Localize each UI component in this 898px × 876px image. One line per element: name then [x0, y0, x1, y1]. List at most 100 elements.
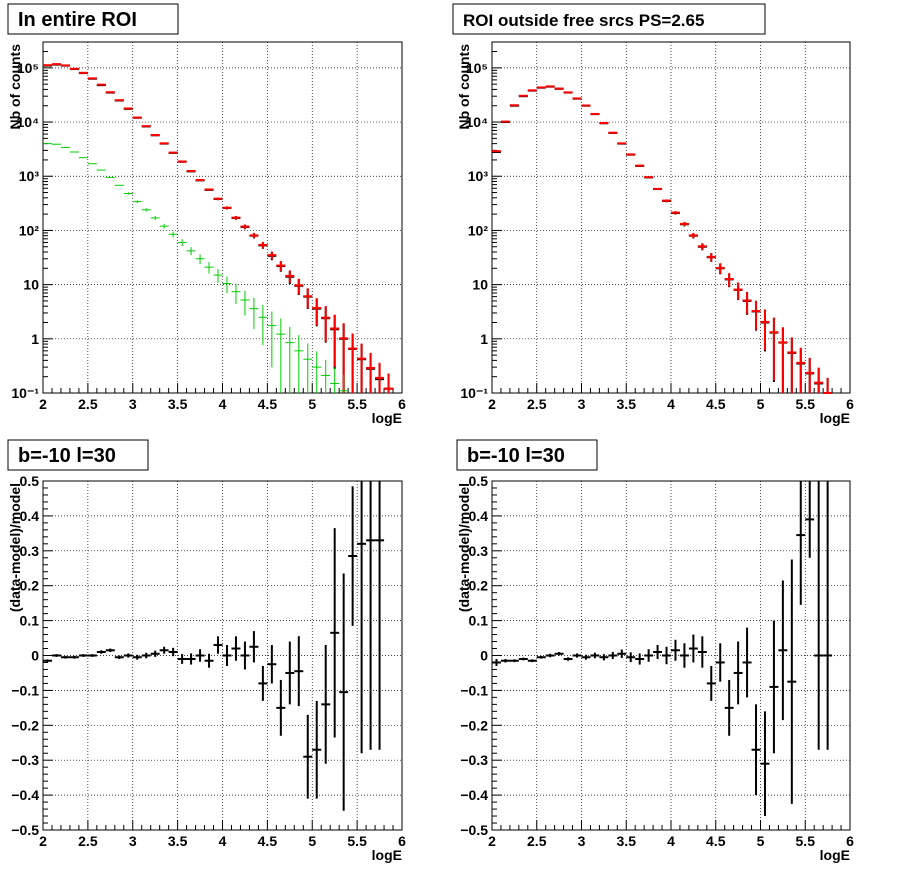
x-tick-label: 4: [219, 833, 227, 849]
plot-frame: [491, 41, 851, 394]
chart-title: ROI outside free srcs PS=2.65: [463, 11, 704, 30]
x-tick-label: 6: [398, 396, 406, 412]
x-tick-label: 3.5: [617, 396, 637, 412]
x-tick-label: 2: [488, 396, 496, 412]
chart-title: b=-10 l=30: [18, 445, 116, 467]
y-tick-label: 10⁵: [466, 60, 488, 76]
x-tick-label: 6: [398, 833, 406, 849]
series-data: [492, 85, 833, 394]
x-tick-label: 2.5: [78, 833, 98, 849]
y-tick-label: 0.2: [20, 578, 40, 594]
y-tick-label: 0.1: [20, 613, 40, 629]
y-tick-label: 0.3: [469, 543, 489, 559]
x-axis-title: logE: [372, 847, 402, 863]
x-tick-label: 6: [846, 396, 854, 412]
series-component: [43, 143, 349, 393]
y-tick-label: 1: [480, 331, 488, 347]
x-tick-label: 5: [757, 396, 765, 412]
y-tick-label: 10²: [19, 222, 40, 238]
x-tick-label: 4: [219, 396, 227, 412]
panel-residual-right: b=-10 l=30 2 2.5 3 3.5 4 4.5 5 5.5 6 −0.5 −0.4 −0.3 −…: [456, 439, 854, 863]
x-tick-label: 4: [667, 833, 675, 849]
title-box: [452, 3, 766, 35]
x-tick-label: 5: [757, 833, 765, 849]
x-tick-label: 4.5: [706, 833, 726, 849]
y-tick-label: 10²: [468, 222, 489, 238]
y-tick-label: −0.1: [11, 682, 39, 698]
chart-title: b=-10 l=30: [467, 445, 565, 467]
y-tick-label: 10³: [19, 168, 40, 184]
y-axis-title: Nb of counts: [456, 44, 472, 130]
x-tick-label: 5: [308, 396, 316, 412]
y-tick-label: −0.3: [11, 752, 39, 768]
y-tick-label: −0.2: [460, 717, 488, 733]
y-tick-label: 0.5: [20, 473, 40, 489]
y-tick-label: −0.4: [460, 787, 488, 803]
x-tick-label: 4.5: [706, 396, 726, 412]
x-tick-label: 5.5: [347, 833, 367, 849]
x-tick-label: 3: [129, 396, 137, 412]
x-tick-label: 4.5: [258, 833, 278, 849]
y-tick-label: −0.4: [11, 787, 39, 803]
series-model: [492, 85, 833, 394]
title-box: [7, 3, 179, 35]
y-tick-label: −0.3: [460, 752, 488, 768]
plot-frame: [42, 41, 403, 394]
y-tick-label: 0: [31, 648, 39, 664]
x-tick-label: 3.5: [168, 833, 188, 849]
x-tick-label: 6: [846, 833, 854, 849]
y-tick-label: 10⁵: [17, 60, 39, 76]
y-tick-label: 10⁻¹: [11, 385, 39, 401]
chart-title: In entire ROI: [18, 9, 137, 31]
panel-entire-roi: In entire ROI 2 2.5 3 3.5 4 4.5 5 5.5 6 10⁻¹ 1 10 10²…: [7, 3, 406, 426]
y-tick-label: 0.5: [469, 473, 489, 489]
x-tick-label: 2.5: [527, 833, 547, 849]
x-tick-label: 2: [39, 396, 47, 412]
y-tick-label: 10: [472, 277, 488, 293]
x-tick-label: 3.5: [617, 833, 637, 849]
x-tick-label: 5.5: [347, 396, 367, 412]
y-axis-title: (data-model)/model: [456, 483, 472, 612]
x-tick-label: 5.5: [796, 396, 816, 412]
panel-residual-left: b=-10 l=30 2 2.5 3 3.5 4 4.5 5 5.5 6 −0.5 −0.4 −0.3 −…: [7, 439, 406, 863]
x-axis-title: logE: [372, 410, 402, 426]
x-axis-title: logE: [820, 410, 850, 426]
y-tick-label: 10⁴: [17, 114, 40, 130]
x-tick-label: 5.5: [796, 833, 816, 849]
x-tick-label: 4: [667, 396, 675, 412]
series-residual: [492, 481, 833, 817]
series-data: [43, 63, 394, 393]
y-tick-label: 0.4: [20, 508, 40, 524]
x-tick-label: 3.5: [168, 396, 188, 412]
y-tick-label: 0: [480, 648, 488, 664]
x-tick-label: 5: [308, 833, 316, 849]
y-tick-label: 0.3: [20, 543, 40, 559]
x-tick-label: 2.5: [527, 396, 547, 412]
y-axis-title: (data-model)/model: [7, 483, 23, 612]
y-tick-label: 0.1: [469, 613, 489, 629]
panel-roi-outside-free-srcs: ROI outside free srcs PS=2.65 2 2.5 3 3.5 4 4.…: [452, 3, 854, 426]
x-tick-label: 2.5: [78, 396, 98, 412]
x-tick-label: 3: [578, 833, 586, 849]
series-model: [43, 63, 394, 393]
y-tick-label: 10³: [468, 168, 489, 184]
x-tick-label: 3: [129, 833, 137, 849]
title-box: [456, 439, 598, 471]
y-tick-label: −0.5: [11, 822, 39, 838]
y-tick-label: 0.2: [469, 578, 489, 594]
x-tick-label: 2: [39, 833, 47, 849]
x-tick-label: 3: [578, 396, 586, 412]
y-tick-label: 10: [23, 277, 39, 293]
y-tick-label: 10⁴: [466, 114, 489, 130]
y-tick-label: −0.1: [460, 682, 488, 698]
x-tick-label: 4.5: [258, 396, 278, 412]
title-box: [7, 439, 149, 471]
y-tick-label: 10⁻¹: [460, 385, 488, 401]
y-tick-label: −0.2: [11, 717, 39, 733]
y-tick-label: 1: [31, 331, 39, 347]
y-tick-label: −0.5: [460, 822, 488, 838]
x-axis-title: logE: [820, 847, 850, 863]
y-tick-label: 0.4: [469, 508, 489, 524]
series-residual: [43, 481, 385, 811]
